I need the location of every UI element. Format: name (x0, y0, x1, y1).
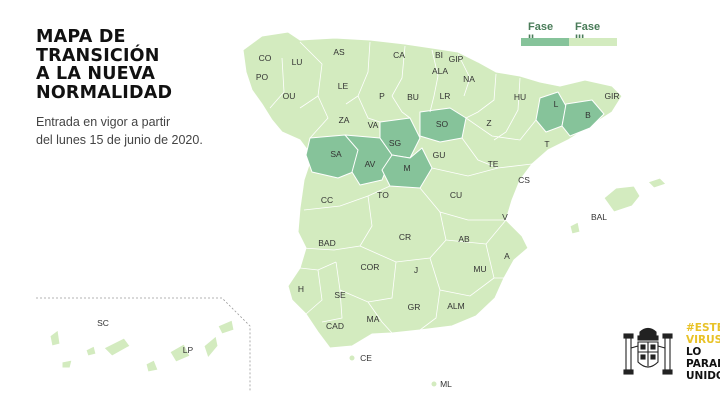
label-lu: LU (292, 57, 303, 67)
province-m (381, 147, 433, 189)
label-te: TE (488, 159, 499, 169)
title-line: A LA NUEVA (36, 64, 156, 84)
label-hu: HU (514, 92, 526, 102)
label-l: L (554, 99, 559, 109)
label-le: LE (338, 81, 349, 91)
label-bi: BI (435, 50, 443, 60)
label-po: PO (256, 72, 269, 82)
island-el-hierro (61, 359, 73, 369)
label-alm: ALM (447, 301, 464, 311)
label-bad: BAD (318, 238, 335, 248)
label-bal: BAL (591, 212, 607, 222)
label-lp: LP (183, 345, 194, 355)
badge-line: #ESTE (686, 322, 720, 334)
island-ibiza (569, 221, 581, 235)
label-sa: SA (330, 149, 342, 159)
page-title: MAPA DE TRANSICIÓN A LA NUEVA NORMALIDAD (36, 28, 172, 102)
label-cs: CS (518, 175, 530, 185)
label-na: NA (463, 74, 475, 84)
label-j: J (414, 265, 418, 275)
label-h: H (298, 284, 304, 294)
subtitle-line: Entrada en vigor a partir (36, 115, 171, 129)
title-line: TRANSICIÓN (36, 45, 160, 66)
label-m: M (403, 163, 410, 173)
peninsula-base (242, 31, 623, 349)
label-av: AV (365, 159, 376, 169)
legend-swatch-fase-ii (521, 38, 569, 46)
label-mu: MU (473, 264, 486, 274)
label-ca: CA (393, 50, 405, 60)
badge-line: PARAMOS (686, 358, 720, 370)
label-cad: CAD (326, 321, 344, 331)
label-cc: CC (321, 195, 333, 205)
label-to: TO (377, 190, 389, 200)
label-a: A (504, 251, 510, 261)
campaign-badge: #ESTE VIRUS LO PARAMOS UNIDOS (686, 322, 720, 382)
label-ma: MA (367, 314, 380, 324)
title-line: MAPA DE (36, 27, 126, 47)
label-sc: SC (97, 318, 109, 328)
label-gir: GIR (604, 91, 619, 101)
label-t: T (544, 139, 549, 149)
badge-line: LO (686, 346, 702, 358)
province-borders (269, 41, 549, 334)
label-z: Z (486, 118, 491, 128)
label-sg: SG (389, 138, 401, 148)
label-gr: GR (408, 302, 421, 312)
province-labels: CO LU AS CA BI GIP PO ALA NA LE OU P BU … (97, 47, 619, 389)
label-co: CO (259, 53, 272, 63)
label-ala: ALA (432, 66, 448, 76)
subtitle-line: del lunes 15 de junio de 2020. (36, 132, 203, 147)
label-gu: GU (433, 150, 446, 160)
label-p: P (379, 91, 385, 101)
island-lanzarote (217, 319, 235, 335)
label-ou: OU (283, 91, 296, 101)
label-as: AS (333, 47, 345, 57)
label-v: V (502, 212, 508, 222)
province-b (561, 99, 605, 137)
label-cr: CR (399, 232, 411, 242)
label-se: SE (334, 290, 346, 300)
coat-of-arms-icon (623, 327, 673, 375)
island-la-palma (49, 329, 61, 347)
badge-line: UNIDOS (686, 370, 720, 382)
label-cor: COR (361, 262, 380, 272)
page-subtitle: Entrada en vigor a partir del lunes 15 d… (36, 114, 236, 149)
label-gip: GIP (449, 54, 464, 64)
island-tenerife (103, 337, 131, 357)
label-ce: CE (360, 353, 372, 363)
island-la-graciosa (145, 359, 159, 373)
badge-line: VIRUS (686, 334, 720, 346)
label-lr: LR (440, 91, 451, 101)
island-la-gomera (85, 345, 97, 357)
label-b: B (585, 110, 591, 120)
label-so: SO (436, 119, 449, 129)
island-mallorca (603, 185, 641, 213)
title-line: NORMALIDAD (36, 82, 173, 103)
island-menorca (647, 177, 667, 189)
label-va: VA (368, 120, 379, 130)
label-ab: AB (458, 234, 470, 244)
canarias-inset-frame (36, 297, 251, 392)
legend-swatch-fase-iii (569, 38, 617, 46)
melilla-marker (431, 381, 437, 387)
ceuta-marker (349, 355, 355, 361)
island-fuerteventura (203, 335, 219, 359)
label-cu: CU (450, 190, 462, 200)
island-gran-canaria (169, 343, 191, 363)
label-ml: ML (440, 379, 452, 389)
label-bu: BU (407, 92, 419, 102)
label-za: ZA (339, 115, 350, 125)
